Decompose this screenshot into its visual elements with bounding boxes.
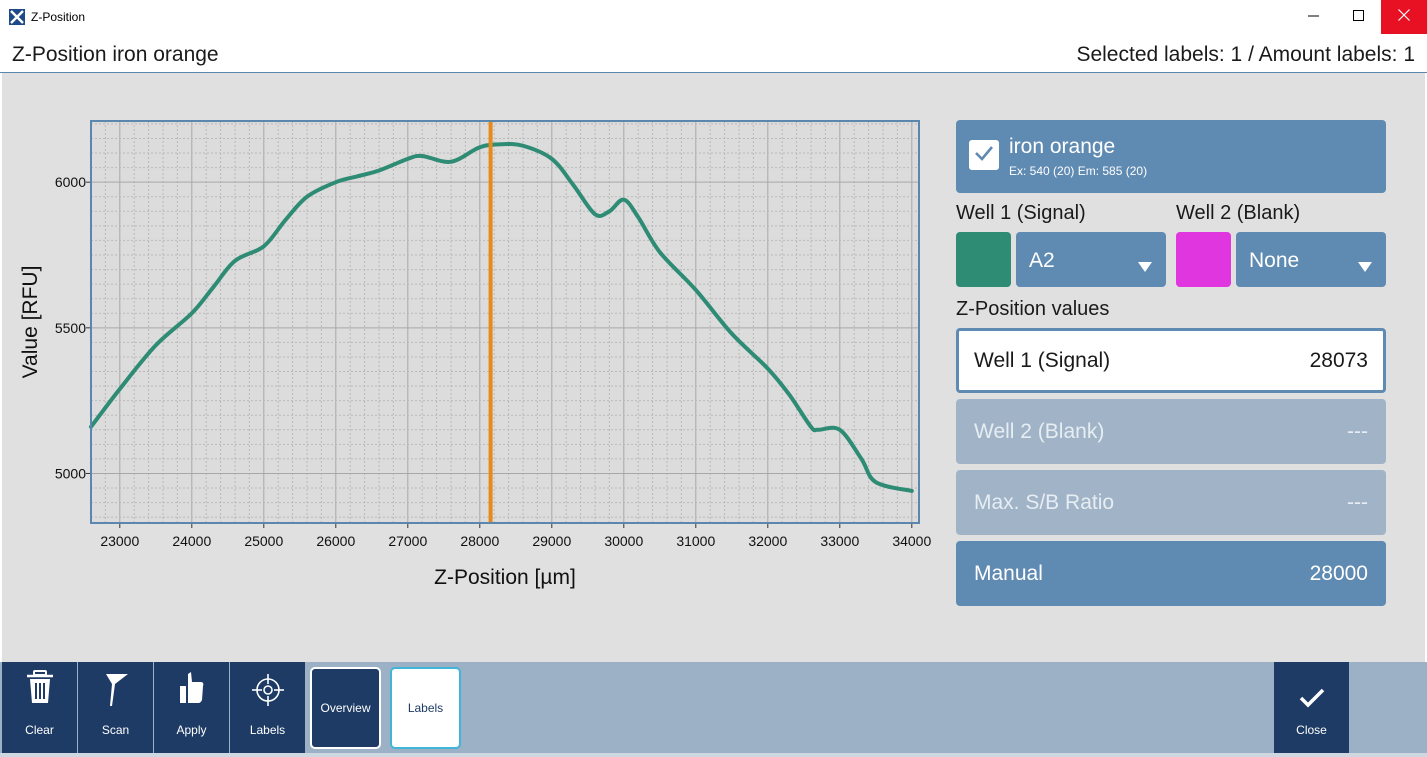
bottom-toolbar: Clear Scan Apply Labels Overview Labels … (0, 662, 1427, 753)
apply-label: Apply (176, 723, 207, 737)
overview-toggle-button[interactable]: Overview (310, 667, 381, 749)
z-position-values-heading: Z-Position values (956, 298, 1110, 320)
minimize-icon (1307, 8, 1319, 26)
close-label: Close (1296, 723, 1327, 737)
x-tick-label: 32000 (748, 533, 787, 549)
checkmark-icon (1299, 688, 1325, 713)
chevron-down-icon (1138, 254, 1152, 278)
z-position-chart[interactable]: 23000 24000 25000 26000 27000 28000 29000 30000… (2, 73, 947, 662)
x-tick-label: 29000 (532, 533, 571, 549)
x-tick-label: 28000 (460, 533, 499, 549)
app-icon (9, 9, 25, 25)
apply-button[interactable]: Apply (154, 662, 229, 753)
label-details: Ex: 540 (20) Em: 585 (20) (1009, 164, 1148, 178)
page-title: Z-Position iron orange (12, 43, 219, 66)
zpos-row-label: Well 1 (Signal) (974, 349, 1111, 372)
well1-selected-value: A2 (1029, 249, 1055, 272)
main-panel: 23000 24000 25000 26000 27000 28000 29000 30000… (2, 73, 1425, 662)
well2-color-swatch (1176, 232, 1231, 287)
zpos-row-manual[interactable]: Manual 28000 (956, 541, 1386, 606)
close-icon (1398, 8, 1410, 26)
zpos-row-value: 28000 (1309, 562, 1368, 585)
label-count-status: Selected labels: 1 / Amount labels: 1 (1076, 43, 1415, 66)
zpos-row-well1[interactable]: Well 1 (Signal) 28073 (956, 328, 1386, 393)
crosshair-icon (251, 670, 285, 711)
checkmark-icon (974, 144, 994, 167)
y-tick-label: 5500 (55, 320, 86, 336)
zpos-row-well2: Well 2 (Blank) --- (956, 399, 1386, 464)
close-button[interactable]: Close (1274, 662, 1349, 753)
well2-dropdown[interactable]: None (1236, 232, 1386, 287)
x-tick-label: 33000 (820, 533, 859, 549)
scan-label: Scan (101, 723, 130, 737)
x-tick-label: 26000 (316, 533, 355, 549)
x-tick-label: 30000 (604, 533, 643, 549)
x-tick-label: 27000 (388, 533, 427, 549)
x-tick-label: 34000 (892, 533, 931, 549)
maximize-button[interactable] (1335, 0, 1381, 34)
x-tick-label: 23000 (100, 533, 139, 549)
label-checkbox[interactable] (969, 140, 999, 170)
well2-heading: Well 2 (Blank) (1176, 202, 1301, 224)
title-bar: Z-Position (0, 0, 1427, 34)
clear-label: Clear (25, 723, 54, 737)
maximize-icon (1352, 8, 1364, 26)
window-title: Z-Position (31, 10, 86, 24)
minimize-button[interactable] (1290, 0, 1336, 34)
chevron-down-icon (1358, 254, 1372, 278)
zpos-row-label: Manual (974, 562, 1043, 585)
labels-toggle-button[interactable]: Labels (390, 667, 461, 749)
well1-dropdown[interactable]: A2 (1016, 232, 1166, 287)
clear-button[interactable]: Clear (2, 662, 77, 753)
x-tick-label: 24000 (172, 533, 211, 549)
labels-label: Labels (249, 723, 286, 737)
zpos-row-max-sb-ratio: Max. S/B Ratio --- (956, 470, 1386, 535)
zpos-row-value: --- (1347, 420, 1368, 443)
y-axis-title: Value [RFU] (19, 266, 42, 379)
well1-heading: Well 1 (Signal) (956, 202, 1086, 224)
zpos-row-label: Well 2 (Blank) (974, 420, 1105, 443)
window-close-button[interactable] (1381, 0, 1427, 34)
flag-icon (101, 670, 131, 711)
trash-icon (25, 670, 55, 709)
bottom-strip (0, 753, 1427, 757)
zpos-row-label: Max. S/B Ratio (974, 491, 1115, 514)
zpos-row-value: 28073 (1309, 349, 1368, 372)
thumbs-up-icon (176, 670, 208, 711)
label-name: iron orange (1009, 135, 1116, 158)
y-tick-label: 5000 (55, 465, 86, 481)
well1-color-swatch (956, 232, 1011, 287)
page-header: Z-Position iron orange Selected labels: … (0, 34, 1427, 73)
plot-area (91, 121, 919, 523)
plot-border (90, 120, 920, 524)
x-axis-title: Z-Position [µm] (434, 566, 576, 589)
x-tick-label: 25000 (244, 533, 283, 549)
well2-selected-value: None (1249, 249, 1300, 272)
y-tick-label: 6000 (55, 174, 86, 190)
zpos-row-value: --- (1347, 491, 1368, 514)
labels-button[interactable]: Labels (230, 662, 305, 753)
x-tick-label: 31000 (676, 533, 715, 549)
series-line (89, 142, 914, 493)
label-card[interactable]: iron orange Ex: 540 (20) Em: 585 (20) (956, 120, 1386, 193)
scan-button[interactable]: Scan (78, 662, 153, 753)
